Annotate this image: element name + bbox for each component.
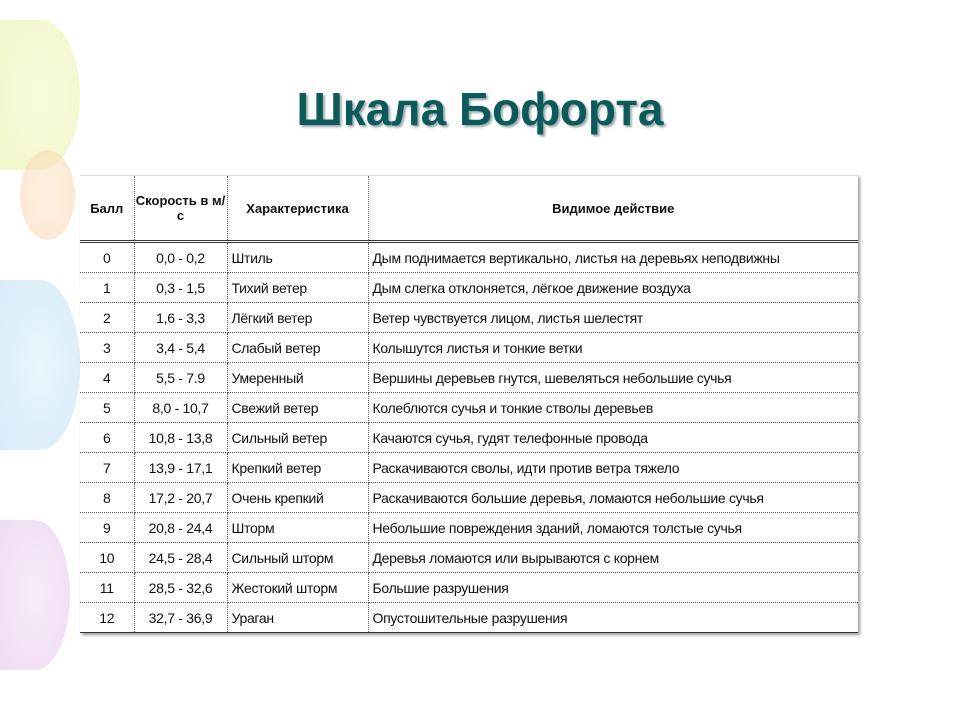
cell-ball: 11 (80, 572, 135, 603)
cell-characteristic: Умеренный (227, 362, 369, 393)
cell-speed: 10,8 - 13,8 (134, 422, 228, 453)
cell-speed: 28,5 - 32,6 (134, 572, 228, 603)
table-row: 3 3,4 - 5,4 Слабый ветер Колышутся листья и… (80, 332, 858, 363)
cell-ball: 10 (80, 542, 135, 573)
cell-visible-effect: Деревья ломаются или вырываются с корнем (368, 542, 858, 573)
cell-speed: 3,4 - 5,4 (134, 332, 228, 363)
table-row: 2 1,6 - 3,3 Лёгкий ветер Ветер чувствуется … (80, 302, 858, 333)
cell-ball: 5 (80, 392, 135, 423)
balloon-decoration (0, 520, 70, 670)
table-row: 8 17,2 - 20,7 Очень крепкий Раскачиваются б… (80, 482, 858, 513)
cell-speed: 24,5 - 28,4 (134, 542, 228, 573)
balloon-decoration (20, 150, 75, 240)
cell-ball: 1 (80, 272, 135, 303)
cell-ball: 0 (80, 241, 135, 273)
balloon-decoration (0, 280, 80, 450)
cell-characteristic: Ураган (227, 602, 369, 633)
cell-visible-effect: Колышутся листья и тонкие ветки (368, 332, 858, 363)
cell-characteristic: Сильный шторм (227, 542, 369, 573)
cell-characteristic: Слабый ветер (227, 332, 369, 363)
balloon-decoration (0, 20, 80, 170)
cell-visible-effect: Небольшие повреждения зданий, ломаются т… (368, 512, 858, 543)
header-visible-effect: Видимое действие (368, 175, 858, 243)
table-header-row: Балл Скорость в м/с Характеристика Видим… (80, 175, 858, 243)
cell-visible-effect: Раскачиваются сволы, идти против ветра т… (368, 452, 858, 483)
cell-speed: 0,0 - 0,2 (134, 241, 228, 273)
cell-ball: 6 (80, 422, 135, 453)
table-row: 10 24,5 - 28,4 Сильный шторм Деревья ломают… (80, 542, 858, 573)
cell-speed: 1,6 - 3,3 (134, 302, 228, 333)
table-row: 5 8,0 - 10,7 Свежий ветер Колеблются сучья … (80, 392, 858, 423)
cell-speed: 17,2 - 20,7 (134, 482, 228, 513)
cell-ball: 8 (80, 482, 135, 513)
cell-visible-effect: Дым слегка отклоняется, лёгкое движение … (368, 272, 858, 303)
table-row: 9 20,8 - 24,4 Шторм Небольшие повреждения з… (80, 512, 858, 543)
table-row: 6 10,8 - 13,8 Сильный ветер Качаются сучья,… (80, 422, 858, 453)
cell-ball: 2 (80, 302, 135, 333)
cell-characteristic: Жестокий шторм (227, 572, 369, 603)
table-row: 0 0,0 - 0,2 Штиль Дым поднимается вертикаль… (80, 241, 858, 273)
cell-visible-effect: Опустошительные разрушения (368, 602, 858, 633)
cell-characteristic: Штиль (227, 241, 369, 273)
cell-visible-effect: Ветер чувствуется лицом, листья шелестят (368, 302, 858, 333)
cell-characteristic: Лёгкий ветер (227, 302, 369, 333)
cell-characteristic: Крепкий ветер (227, 452, 369, 483)
beaufort-table: Балл Скорость в м/с Характеристика Видим… (80, 175, 858, 633)
cell-visible-effect: Большие разрушения (368, 572, 858, 603)
slide-title: Шкала Бофорта (296, 83, 664, 135)
cell-visible-effect: Колеблются сучья и тонкие стволы деревье… (368, 392, 858, 423)
cell-speed: 5,5 - 7.9 (134, 362, 228, 393)
cell-speed: 20,8 - 24,4 (134, 512, 228, 543)
cell-visible-effect: Вершины деревьев гнутся, шевеляться небо… (368, 362, 858, 393)
cell-characteristic: Шторм (227, 512, 369, 543)
cell-ball: 4 (80, 362, 135, 393)
cell-characteristic: Свежий ветер (227, 392, 369, 423)
table-row: 7 13,9 - 17,1 Крепкий ветер Раскачиваются с… (80, 452, 858, 483)
cell-visible-effect: Дым поднимается вертикально, листья на д… (368, 241, 858, 273)
header-ball: Балл (80, 175, 135, 243)
cell-visible-effect: Качаются сучья, гудят телефонные провода (368, 422, 858, 453)
cell-visible-effect: Раскачиваются большие деревья, ломаются … (368, 482, 858, 513)
cell-ball: 7 (80, 452, 135, 483)
cell-characteristic: Тихий ветер (227, 272, 369, 303)
header-speed: Скорость в м/с (134, 175, 228, 243)
cell-ball: 9 (80, 512, 135, 543)
table-row: 11 28,5 - 32,6 Жестокий шторм Большие разру… (80, 572, 858, 603)
table-row: 12 32,7 - 36,9 Ураган Опустошительные разру… (80, 602, 858, 633)
table-row: 4 5,5 - 7.9 Умеренный Вершины деревьев гнут… (80, 362, 858, 393)
cell-speed: 32,7 - 36,9 (134, 602, 228, 633)
cell-characteristic: Сильный ветер (227, 422, 369, 453)
cell-ball: 12 (80, 602, 135, 633)
cell-speed: 8,0 - 10,7 (134, 392, 228, 423)
header-characteristic: Характеристика (227, 175, 369, 243)
cell-speed: 0,3 - 1,5 (134, 272, 228, 303)
cell-ball: 3 (80, 332, 135, 363)
cell-characteristic: Очень крепкий (227, 482, 369, 513)
table-row: 1 0,3 - 1,5 Тихий ветер Дым слегка отклоняе… (80, 272, 858, 303)
cell-speed: 13,9 - 17,1 (134, 452, 228, 483)
